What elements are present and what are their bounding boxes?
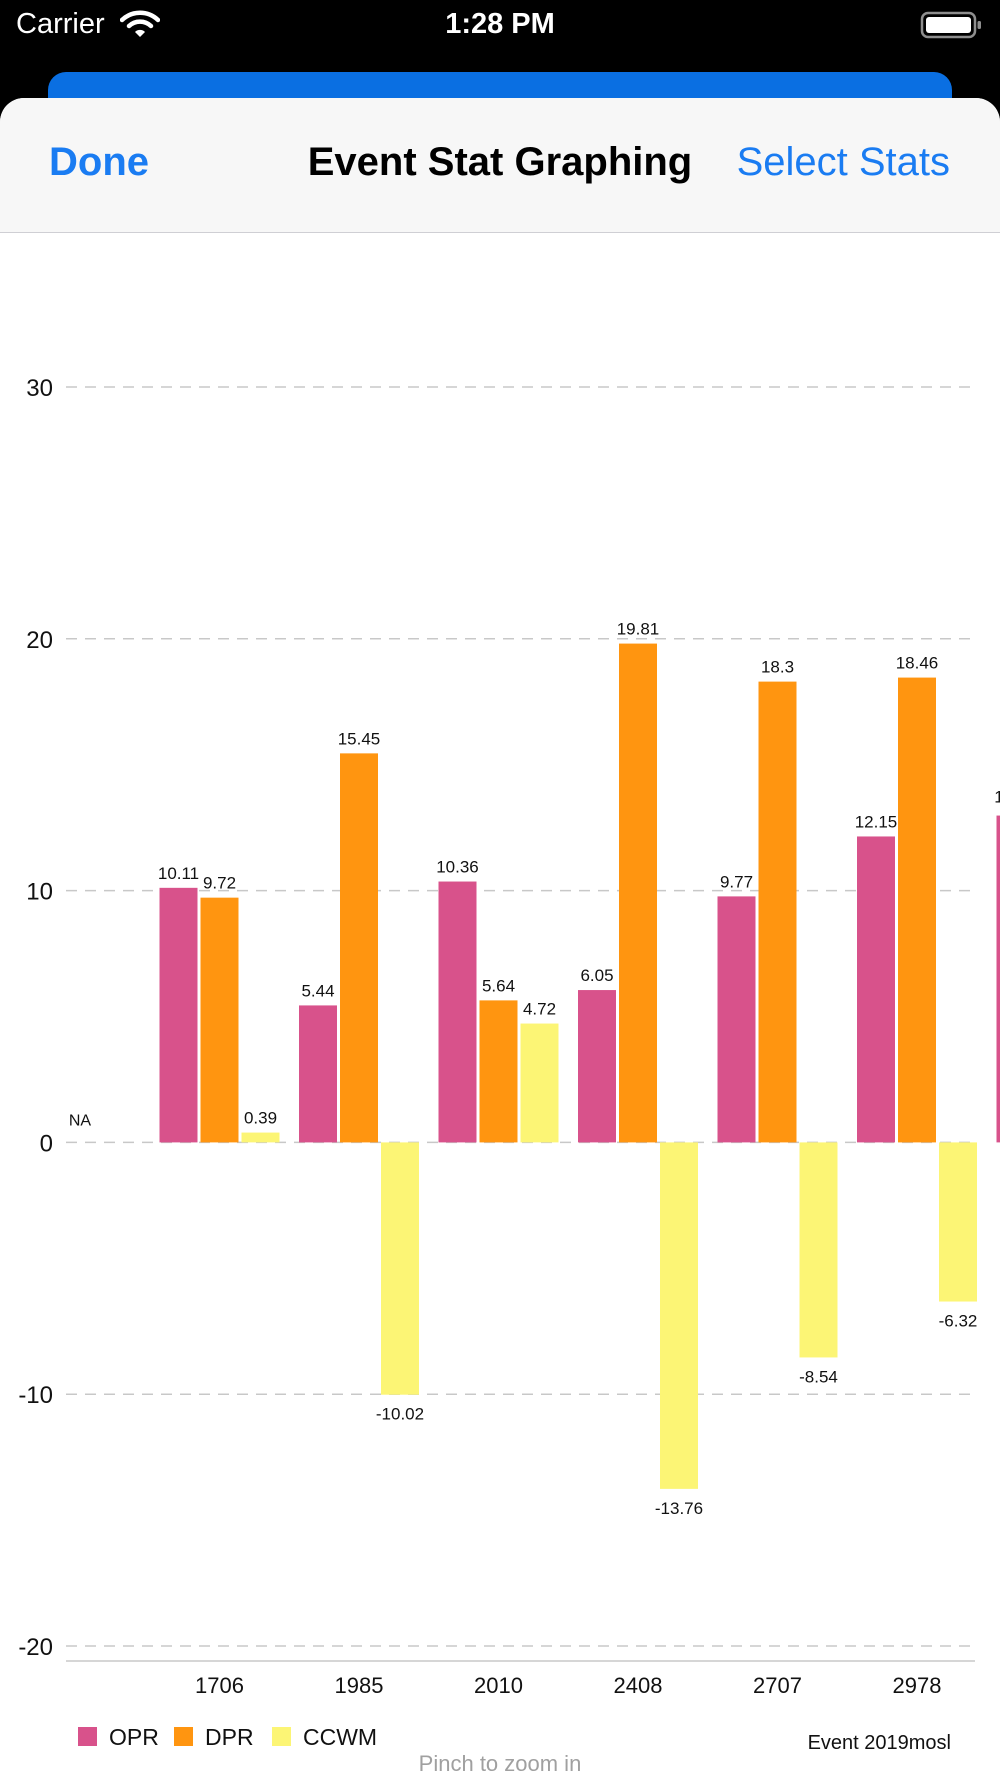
- legend-swatch-ccwm: [272, 1727, 291, 1746]
- data-label: -13.76: [655, 1499, 703, 1518]
- data-label: 0.39: [244, 1109, 277, 1128]
- na-label: NA: [69, 1112, 92, 1129]
- bar-ccwm: [381, 1142, 419, 1395]
- data-label: 10.11: [158, 864, 199, 883]
- data-label: 19.81: [617, 620, 660, 639]
- y-tick-label: -20: [18, 1634, 53, 1661]
- legend-swatch-dpr: [174, 1727, 193, 1746]
- bar-opr: [857, 836, 895, 1143]
- bar-ccwm: [660, 1142, 698, 1489]
- x-tick-label: 2978: [893, 1673, 942, 1698]
- legend-swatch-opr: [78, 1727, 97, 1746]
- event-label: Event 2019mosl: [808, 1732, 951, 1754]
- data-label: -6.32: [939, 1312, 978, 1331]
- data-label: 6.05: [580, 966, 613, 985]
- data-label: 12.15: [855, 812, 898, 831]
- bar-opr: [438, 881, 477, 1143]
- wifi-icon: [119, 10, 161, 45]
- bar-dpr: [340, 753, 378, 1143]
- bar-dpr: [200, 897, 239, 1143]
- x-tick-label: 1706: [195, 1673, 244, 1698]
- carrier-label: Carrier: [16, 8, 105, 40]
- data-label: 4.72: [523, 1000, 556, 1019]
- bar-opr: [717, 896, 756, 1143]
- legend-label-opr: OPR: [109, 1724, 159, 1750]
- bar-opr: [578, 990, 616, 1143]
- bar-dpr: [619, 643, 657, 1143]
- status-time: 1:28 PM: [445, 8, 555, 40]
- data-label: 5.44: [301, 981, 334, 1000]
- data-label: -10.02: [376, 1405, 424, 1424]
- navigation-bar: Done Event Stat Graphing Select Stats: [0, 98, 1000, 233]
- data-label: 5.64: [482, 976, 515, 995]
- data-label: 10.36: [436, 858, 479, 877]
- y-tick-label: 10: [26, 879, 53, 906]
- data-label: -8.54: [799, 1367, 838, 1386]
- data-label: 12.98: [994, 788, 1000, 807]
- legend-label-dpr: DPR: [205, 1724, 254, 1750]
- bar-ccwm: [241, 1132, 280, 1143]
- y-tick-label: 20: [26, 627, 53, 654]
- bar-ccwm: [799, 1142, 838, 1358]
- data-label: 9.72: [203, 874, 236, 893]
- battery-icon: [920, 10, 984, 45]
- y-tick-label: -10: [18, 1382, 53, 1409]
- data-label: 18.3: [761, 658, 794, 677]
- x-tick-label: 1985: [335, 1673, 384, 1698]
- y-tick-label: 30: [26, 375, 53, 402]
- legend-label-ccwm: CCWM: [303, 1724, 377, 1750]
- modal-sheet: Done Event Stat Graphing Select Stats: [0, 98, 1000, 1778]
- page-title: Event Stat Graphing: [307, 140, 693, 184]
- data-label: 9.77: [720, 872, 753, 891]
- y-tick-label: 0: [40, 1130, 53, 1157]
- bar-opr: [159, 887, 198, 1143]
- bar-ccwm: [939, 1142, 977, 1302]
- bar-dpr: [479, 1000, 518, 1143]
- bar-dpr: [898, 677, 936, 1143]
- bar-ccwm: [520, 1023, 559, 1143]
- done-button[interactable]: Done: [49, 140, 149, 184]
- bar-opr-partial: [996, 815, 1000, 1143]
- select-stats-button[interactable]: Select Stats: [736, 140, 950, 184]
- status-bar: Carrier 1:28 PM: [0, 0, 1000, 60]
- bar-dpr: [758, 681, 797, 1143]
- data-label: 18.46: [896, 654, 939, 673]
- pinch-hint: Pinch to zoom in: [419, 1751, 582, 1776]
- x-tick-label: 2010: [474, 1673, 523, 1698]
- bar-opr: [299, 1005, 337, 1143]
- data-label: 15.45: [338, 729, 381, 748]
- x-tick-label: 2707: [753, 1673, 802, 1698]
- x-tick-label: 2408: [614, 1673, 663, 1698]
